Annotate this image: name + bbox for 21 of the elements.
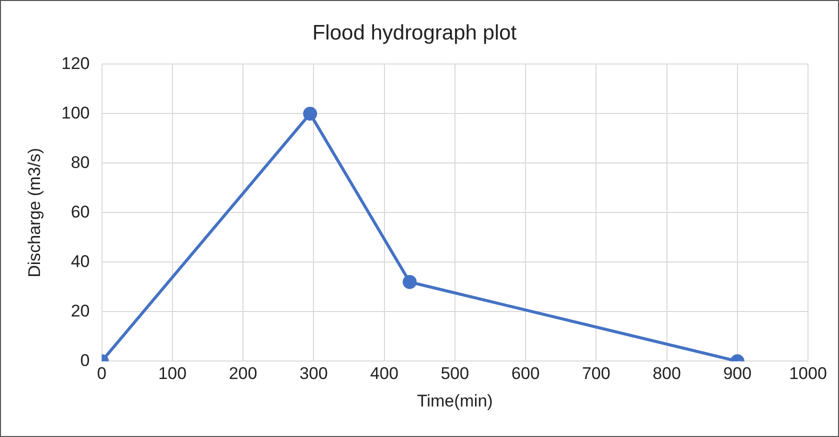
x-tick-label: 600 [511,364,540,384]
x-tick-label: 1000 [789,364,827,384]
y-tick-label: 60 [70,202,90,222]
chart-title: Flood hydrograph plot [312,21,517,44]
y-tick-label: 80 [70,152,90,172]
x-tick-label: 500 [440,364,470,384]
y-tick-label: 0 [80,350,90,370]
x-tick-label: 300 [299,364,328,384]
x-tick-label: 400 [370,364,398,384]
x-tick-label: 100 [158,364,187,384]
x-tick-label: 800 [652,364,681,384]
x-axis-title: Time(min) [416,391,493,410]
y-tick-label: 120 [61,54,90,73]
y-tick-label: 20 [70,301,90,320]
y-axis-title: Discharge (m3/s) [24,148,44,278]
x-tick-label: 200 [228,364,258,384]
x-tick-label: 700 [582,364,610,384]
x-tick-label: 0 [97,364,106,384]
y-tick-label: 100 [61,103,90,122]
x-tick-label: 900 [723,364,752,384]
y-tick-label: 40 [70,252,90,271]
